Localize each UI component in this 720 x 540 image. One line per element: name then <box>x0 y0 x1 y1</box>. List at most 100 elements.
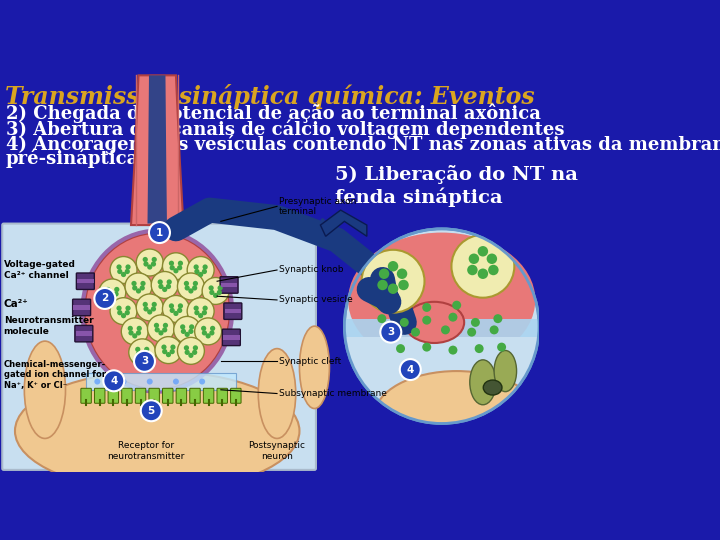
Circle shape <box>467 328 476 336</box>
Circle shape <box>384 329 394 338</box>
Ellipse shape <box>348 233 535 367</box>
Text: 3: 3 <box>387 327 395 337</box>
Circle shape <box>163 253 189 280</box>
Circle shape <box>189 353 194 358</box>
Circle shape <box>158 284 163 289</box>
Circle shape <box>136 330 141 335</box>
FancyBboxPatch shape <box>176 388 186 403</box>
Circle shape <box>155 327 160 333</box>
Circle shape <box>94 379 100 384</box>
Ellipse shape <box>258 349 296 438</box>
Circle shape <box>162 327 167 333</box>
Circle shape <box>143 261 148 267</box>
Circle shape <box>152 302 157 307</box>
FancyBboxPatch shape <box>73 299 91 316</box>
FancyBboxPatch shape <box>190 388 200 403</box>
Circle shape <box>134 351 155 372</box>
Circle shape <box>136 351 141 356</box>
Ellipse shape <box>15 371 300 491</box>
Circle shape <box>181 329 186 334</box>
Circle shape <box>162 287 167 292</box>
Circle shape <box>158 330 163 335</box>
FancyBboxPatch shape <box>73 305 90 309</box>
Text: 4: 4 <box>110 376 117 386</box>
Circle shape <box>388 284 398 294</box>
FancyBboxPatch shape <box>225 309 241 313</box>
Circle shape <box>127 326 133 331</box>
Ellipse shape <box>300 326 330 408</box>
Circle shape <box>114 292 119 296</box>
Circle shape <box>193 281 198 286</box>
FancyBboxPatch shape <box>86 373 236 390</box>
Circle shape <box>377 280 388 290</box>
Circle shape <box>210 290 215 295</box>
FancyBboxPatch shape <box>223 335 240 340</box>
Circle shape <box>131 281 137 286</box>
Circle shape <box>147 309 153 314</box>
Circle shape <box>140 285 145 291</box>
Circle shape <box>136 288 141 294</box>
FancyBboxPatch shape <box>230 388 241 403</box>
Text: 5) Liberação do NT na
fenda sináptica: 5) Liberação do NT na fenda sináptica <box>335 165 577 207</box>
Circle shape <box>202 330 207 335</box>
Text: Postsynaptic
neuron: Postsynaptic neuron <box>248 442 305 461</box>
Text: 3: 3 <box>141 356 148 366</box>
Circle shape <box>199 379 205 384</box>
Ellipse shape <box>405 302 464 343</box>
Circle shape <box>400 359 420 380</box>
FancyBboxPatch shape <box>108 388 119 403</box>
Circle shape <box>189 329 194 334</box>
FancyBboxPatch shape <box>149 388 159 403</box>
Circle shape <box>477 246 488 256</box>
Text: 3) Abertura dos canais de cálcio voltagem dependentes: 3) Abertura dos canais de cálcio voltage… <box>6 119 564 139</box>
Text: 5: 5 <box>148 406 155 416</box>
Circle shape <box>497 342 506 352</box>
Circle shape <box>143 257 148 262</box>
Circle shape <box>147 265 153 269</box>
FancyBboxPatch shape <box>344 339 539 360</box>
Circle shape <box>163 295 189 322</box>
Circle shape <box>210 326 215 331</box>
Circle shape <box>451 235 514 298</box>
Circle shape <box>143 302 148 307</box>
Circle shape <box>187 298 214 325</box>
Text: Ca²⁺: Ca²⁺ <box>4 299 29 309</box>
Circle shape <box>388 261 398 272</box>
Circle shape <box>213 293 218 298</box>
Circle shape <box>132 285 138 291</box>
Circle shape <box>155 336 182 363</box>
Text: Receptor for
neurotransmitter: Receptor for neurotransmitter <box>107 442 184 461</box>
Circle shape <box>194 265 199 269</box>
Circle shape <box>422 316 431 325</box>
Circle shape <box>110 256 137 284</box>
FancyBboxPatch shape <box>163 388 173 403</box>
Circle shape <box>361 250 425 313</box>
Circle shape <box>178 303 183 308</box>
Circle shape <box>109 294 115 300</box>
Circle shape <box>178 261 183 266</box>
Circle shape <box>174 268 179 273</box>
Circle shape <box>469 253 479 264</box>
Circle shape <box>137 326 142 331</box>
Circle shape <box>117 269 122 274</box>
Circle shape <box>177 338 204 364</box>
Circle shape <box>198 313 203 318</box>
Circle shape <box>143 351 148 356</box>
Circle shape <box>140 400 162 421</box>
Text: Synaptic knob: Synaptic knob <box>279 266 343 274</box>
Circle shape <box>177 273 204 300</box>
Circle shape <box>400 318 409 327</box>
Circle shape <box>170 265 175 271</box>
Circle shape <box>151 261 156 267</box>
Circle shape <box>201 326 206 331</box>
Circle shape <box>202 269 207 274</box>
Circle shape <box>144 347 149 352</box>
Text: pré-sináptica: pré-sináptica <box>6 148 139 168</box>
Text: 1: 1 <box>156 227 163 238</box>
Circle shape <box>149 222 170 243</box>
FancyBboxPatch shape <box>77 279 94 284</box>
Circle shape <box>467 265 477 275</box>
Circle shape <box>377 314 387 323</box>
FancyBboxPatch shape <box>81 388 91 403</box>
Circle shape <box>184 285 190 291</box>
